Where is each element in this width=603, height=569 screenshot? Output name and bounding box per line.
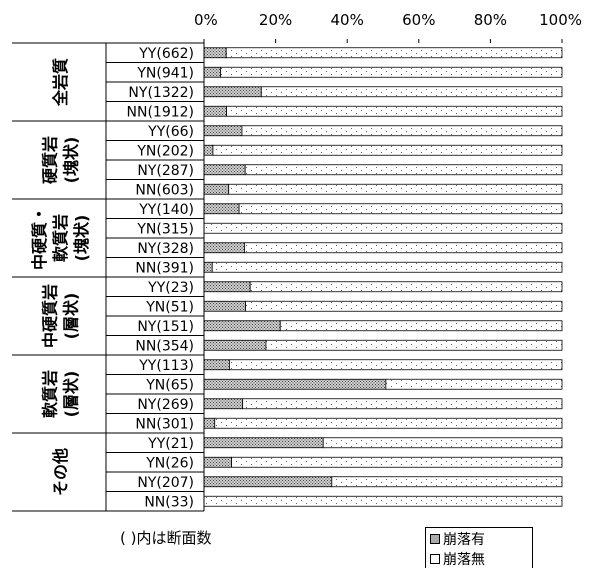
bar-no-collapse	[226, 105, 563, 117]
bar-collapse	[203, 359, 230, 371]
group-label: 全岩質	[51, 58, 70, 107]
bar-collapse	[203, 339, 267, 351]
category-label: NN(1912)	[127, 104, 195, 120]
category-label: YN(315)	[136, 221, 194, 237]
category-label: YY(662)	[138, 46, 194, 62]
bar-no-collapse	[244, 242, 563, 254]
category-label: NY(269)	[137, 397, 194, 413]
bar-no-collapse	[249, 281, 563, 293]
bar-no-collapse	[322, 437, 563, 449]
bar-no-collapse	[385, 378, 563, 390]
bar-collapse	[203, 281, 251, 293]
category-label: NN(301)	[135, 416, 194, 432]
bar-collapse	[203, 47, 227, 59]
bar-no-collapse	[265, 339, 563, 351]
bar-collapse	[203, 125, 243, 137]
group-label: (層状)	[62, 293, 81, 340]
category-label: NN(603)	[135, 182, 194, 198]
group-label: 硬質岩	[41, 136, 60, 184]
bar-no-collapse	[231, 456, 563, 468]
group-label: 中硬質岩	[41, 284, 60, 348]
x-tick-label: 20%	[259, 11, 292, 29]
legend-label-collapse: 崩落有	[443, 532, 485, 548]
bar-collapse	[203, 437, 324, 449]
bar-collapse	[203, 144, 214, 156]
bar-no-collapse	[244, 164, 563, 176]
legend-swatch-no-collapse	[430, 554, 440, 564]
bar-no-collapse	[260, 86, 563, 98]
axes-layer: 0% 20% 40% 60% 80% 100% YY(662) YN(941) NY(1322)…	[12, 11, 582, 512]
bar-collapse	[203, 86, 262, 98]
category-label: NY(328)	[137, 241, 194, 257]
bar-no-collapse	[211, 261, 563, 273]
category-label: NN(391)	[135, 260, 194, 276]
bar-collapse	[203, 417, 216, 429]
legend-item-no-collapse: 崩落無	[430, 549, 485, 569]
bar-collapse	[203, 242, 245, 254]
category-label: NY(287)	[137, 163, 194, 179]
category-label: NN(354)	[135, 338, 194, 354]
bar-collapse	[203, 456, 232, 468]
category-label: YN(941)	[136, 65, 194, 81]
category-label: YY(66)	[147, 124, 194, 140]
group-label: (塊状)	[72, 215, 91, 262]
category-label: NY(207)	[137, 475, 194, 491]
bar-collapse	[203, 105, 227, 117]
bar-collapse	[203, 183, 230, 195]
bar-no-collapse	[220, 66, 563, 78]
category-label: YN(26)	[145, 455, 194, 471]
category-label: NY(1322)	[128, 85, 194, 101]
group-label: 軟質岩	[51, 214, 70, 262]
sample-count-note: ( )内は断面数	[120, 529, 212, 547]
x-tick-label: 40%	[331, 11, 364, 29]
bar-no-collapse	[331, 476, 563, 488]
bar-no-collapse	[228, 183, 563, 195]
category-label: YN(51)	[145, 299, 194, 315]
bar-collapse	[203, 66, 221, 78]
legend-label-no-collapse: 崩落無	[443, 552, 485, 568]
bar-collapse	[203, 164, 246, 176]
bar-collapse	[203, 320, 281, 332]
bar-collapse	[203, 398, 244, 410]
group-label: 軟質岩	[41, 370, 60, 418]
bar-no-collapse	[238, 203, 563, 215]
bar-collapse	[203, 261, 213, 273]
bar-collapse	[203, 476, 333, 488]
legend: 崩落有 崩落無	[425, 527, 533, 568]
bar-collapse	[203, 378, 387, 390]
category-label: YY(113)	[138, 358, 194, 374]
group-label: (塊状)	[62, 137, 81, 184]
bar-collapse	[203, 203, 240, 215]
bar-no-collapse	[241, 125, 563, 137]
category-label: YN(202)	[136, 143, 194, 159]
legend-swatch-collapse	[430, 534, 440, 544]
x-tick-label: 80%	[474, 11, 507, 29]
bars-layer	[203, 47, 563, 507]
category-label: NN(33)	[144, 494, 194, 510]
bar-no-collapse	[279, 320, 563, 332]
bar-no-collapse	[242, 398, 563, 410]
bar-no-collapse	[214, 417, 563, 429]
bar-no-collapse	[203, 222, 563, 234]
group-label: その他	[51, 448, 70, 496]
x-tick-label: 0%	[194, 11, 218, 29]
x-tick-label: 100%	[539, 11, 582, 29]
bar-collapse	[203, 300, 246, 312]
category-label: YY(21)	[147, 436, 194, 452]
bar-no-collapse	[203, 495, 563, 507]
category-label: YY(23)	[147, 280, 194, 296]
group-label: 中硬質・	[30, 206, 49, 270]
category-label: YN(65)	[145, 377, 194, 393]
legend-item-collapse: 崩落有	[430, 529, 485, 549]
bar-no-collapse	[229, 359, 563, 371]
bar-no-collapse	[225, 47, 563, 59]
bar-no-collapse	[212, 144, 563, 156]
category-label: YY(140)	[138, 202, 194, 218]
group-label: (層状)	[62, 371, 81, 418]
bar-no-collapse	[245, 300, 563, 312]
x-tick-label: 60%	[402, 11, 435, 29]
category-label: NY(151)	[137, 319, 194, 335]
